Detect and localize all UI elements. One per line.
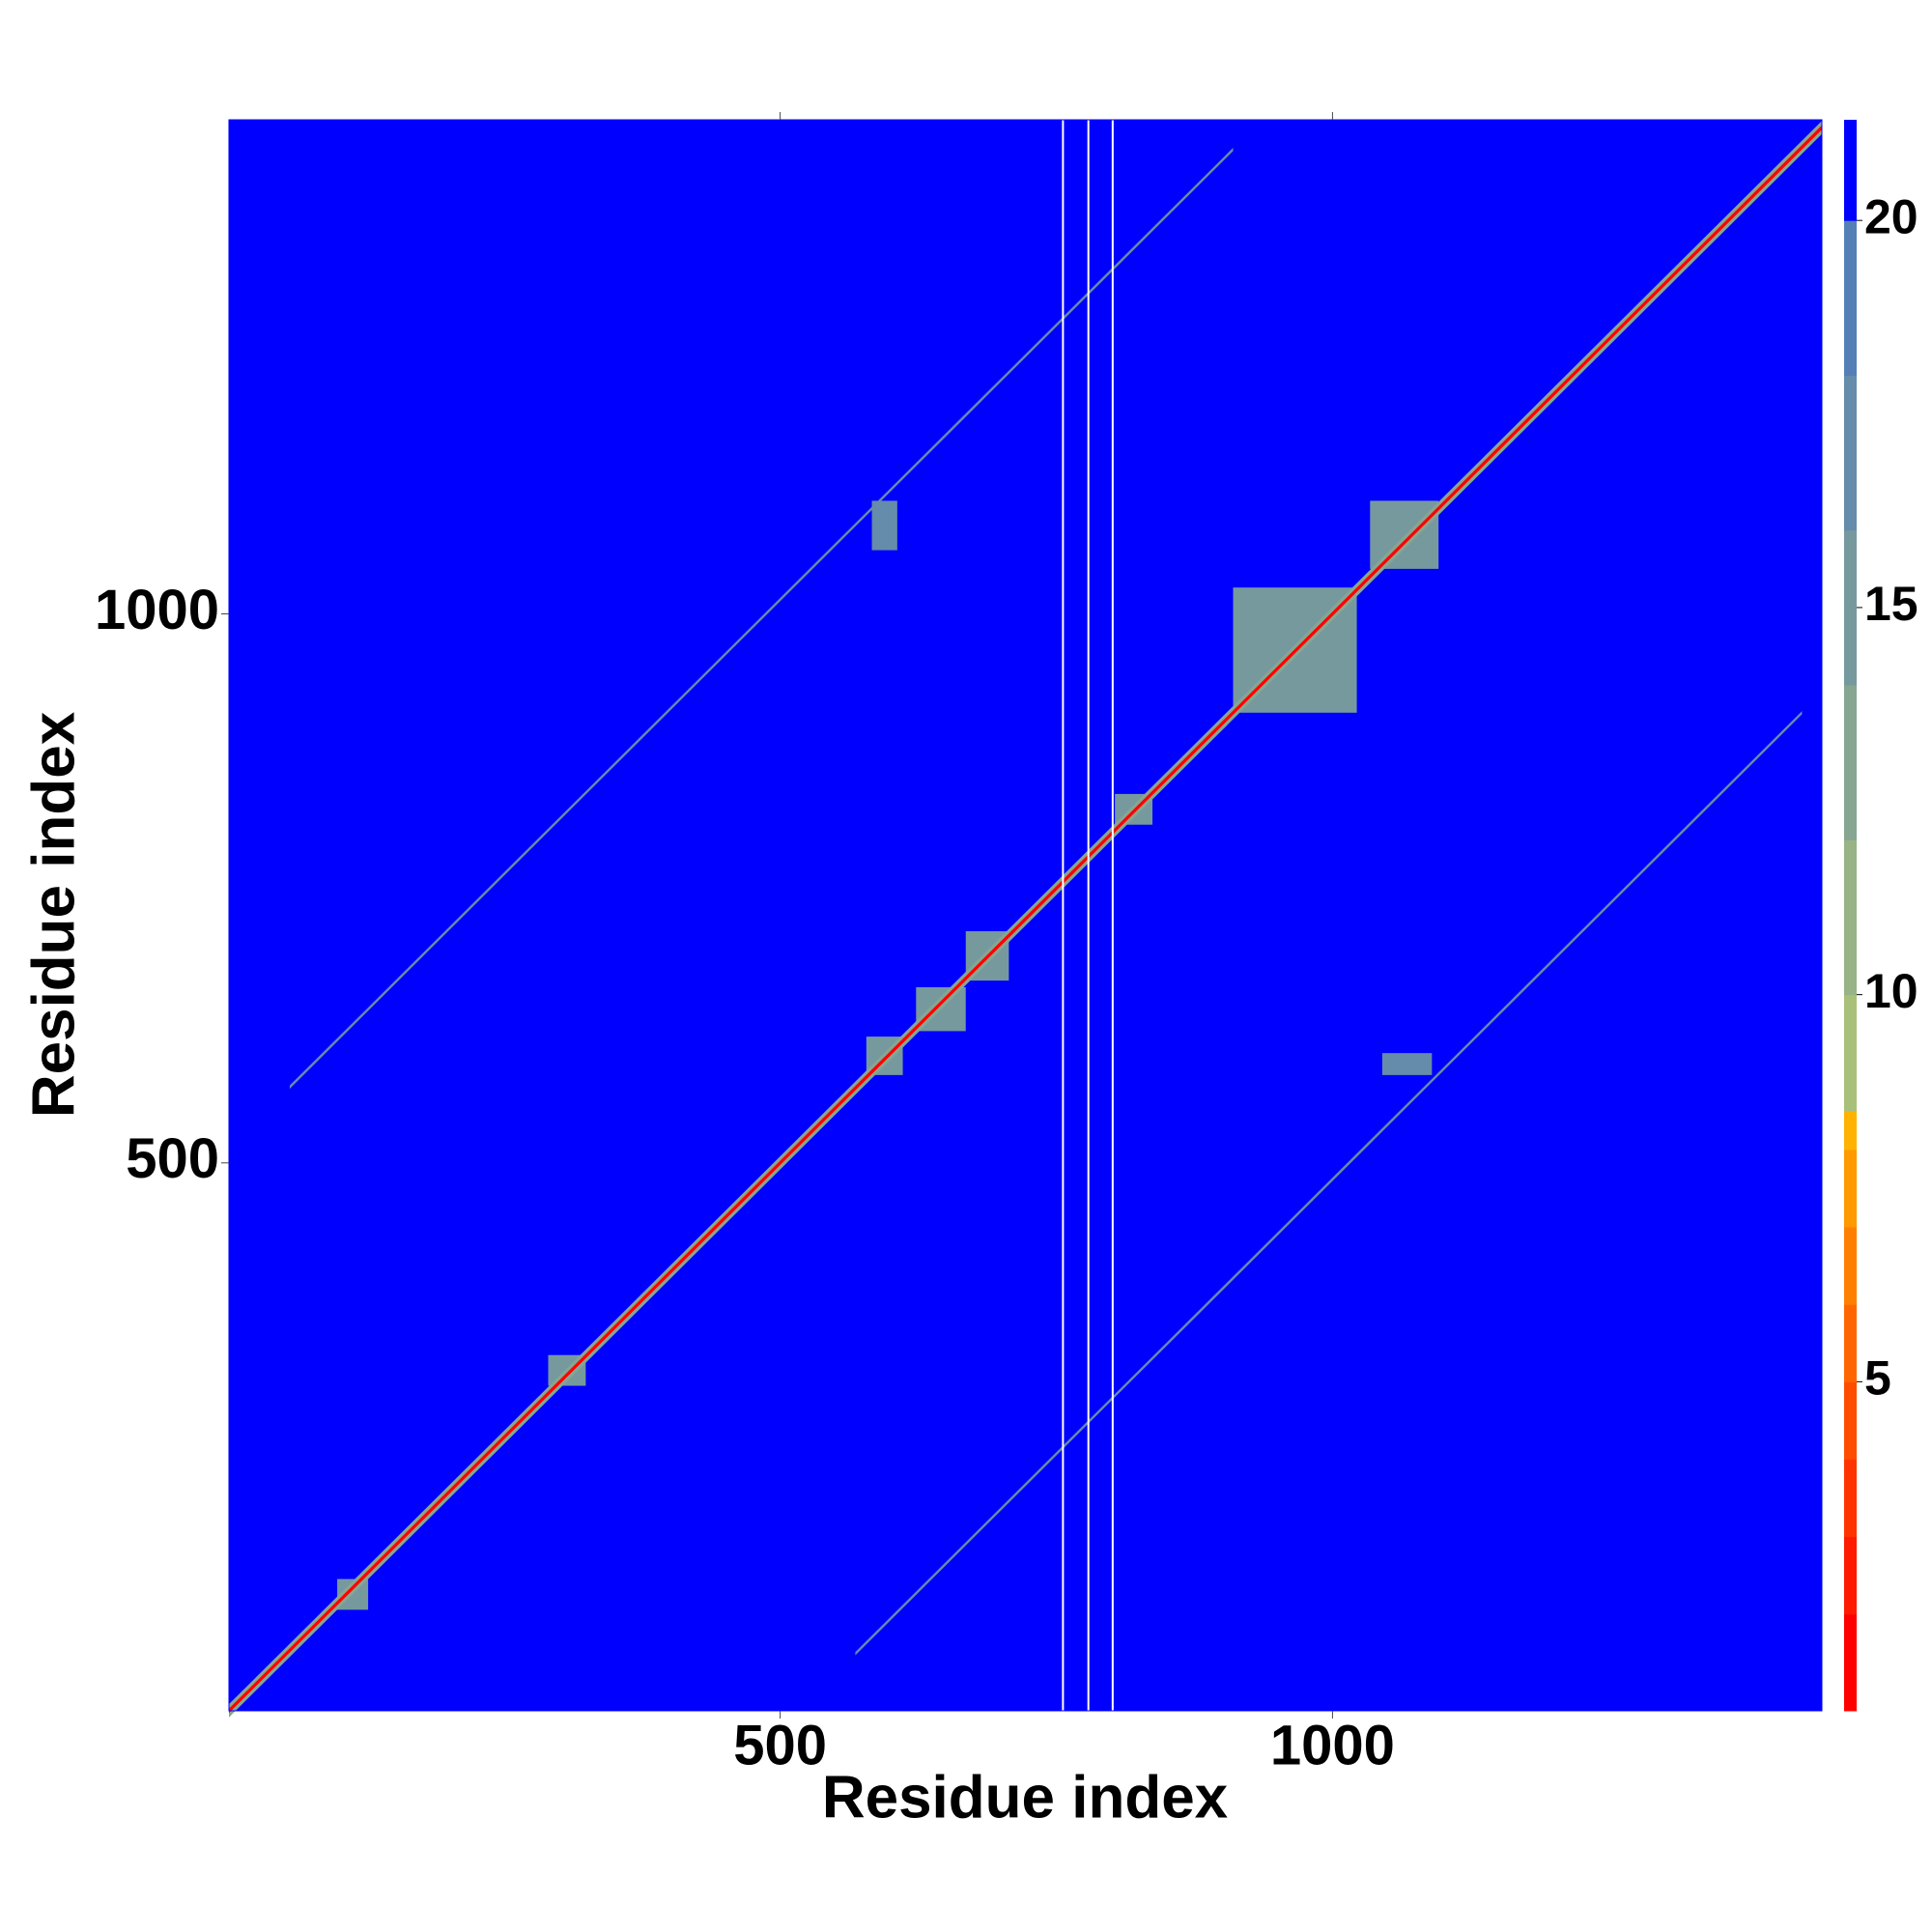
- colorbar-segment: [1844, 529, 1857, 686]
- colorbar-segment: [1844, 1149, 1857, 1228]
- colorbar-segment: [1844, 1459, 1857, 1538]
- y-axis-title: Residue index: [20, 711, 87, 1118]
- colorbar-segment: [1844, 1536, 1857, 1615]
- colorbar-segment: [1844, 1381, 1857, 1461]
- colorbar-segment: [1844, 1110, 1857, 1151]
- colorbar-segment: [1844, 1227, 1857, 1305]
- contact-diagonal: [229, 125, 1822, 1714]
- x-tick-label: 500: [733, 1714, 827, 1776]
- contact-diagonal: [289, 147, 1234, 1090]
- contact-block: [1381, 1053, 1433, 1075]
- colorbar-segment: [1844, 839, 1857, 996]
- colorbar-segment: [1844, 1304, 1857, 1382]
- null-column: [1062, 120, 1065, 1711]
- colorbar-tick-label: 20: [1864, 189, 1918, 243]
- x-tick-label: 1000: [1270, 1714, 1395, 1776]
- colorbar-tick-label: 15: [1864, 577, 1918, 631]
- contact-diagonal: [855, 711, 1803, 1656]
- colorbar-segment: [1844, 1613, 1857, 1712]
- colorbar-segment: [1844, 220, 1857, 376]
- contact-block: [1370, 500, 1439, 569]
- colorbar-segment: [1844, 994, 1857, 1112]
- colorbar-segment: [1844, 375, 1857, 531]
- x-axis-title: Residue index: [822, 1764, 1229, 1831]
- plot-frame: [228, 119, 1823, 1712]
- y-tick-label: 500: [126, 1127, 219, 1190]
- null-column: [1111, 120, 1114, 1711]
- colorbar-segment: [1844, 120, 1857, 221]
- contact-block: [871, 500, 897, 551]
- y-tick-label: 1000: [95, 579, 219, 641]
- colorbar-tick-label: 5: [1864, 1351, 1891, 1406]
- colorbar-tick-label: 10: [1864, 964, 1918, 1018]
- null-column: [1087, 120, 1090, 1711]
- colorbar-segment: [1844, 685, 1857, 840]
